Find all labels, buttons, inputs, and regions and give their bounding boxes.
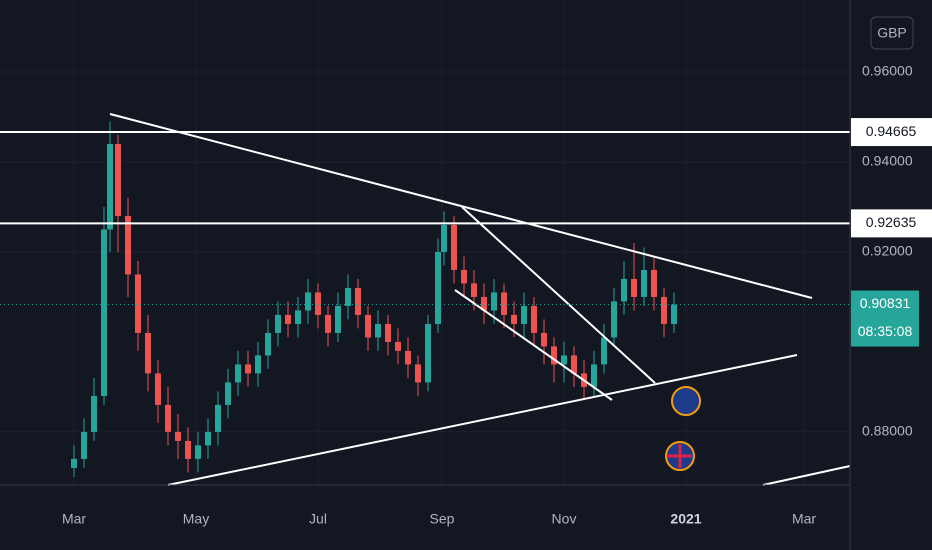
y-tick-label: 0.96000	[862, 63, 913, 79]
countdown: 08:35:08	[858, 323, 913, 339]
candle-body	[621, 278, 627, 302]
currency-button[interactable]	[870, 16, 914, 50]
candle-body	[661, 296, 667, 324]
candle-body	[405, 350, 411, 365]
candle-body	[295, 310, 301, 324]
x-tick-label: Jul	[309, 511, 327, 527]
candle-body	[415, 364, 421, 383]
candle-body	[315, 292, 321, 315]
candle-body	[491, 292, 497, 311]
candle-body	[531, 305, 537, 333]
candle-body	[135, 274, 141, 333]
candle-body	[541, 332, 547, 347]
trendline	[109, 113, 813, 299]
candle-body	[631, 278, 637, 297]
countdown-box	[851, 318, 919, 347]
candle-body	[461, 269, 467, 284]
y-tick-label: 0.88000	[862, 423, 913, 439]
candle-body	[571, 355, 577, 374]
candle-body	[345, 287, 351, 306]
candle-body	[451, 224, 457, 270]
candle-body	[441, 224, 447, 252]
candle-body	[165, 404, 171, 432]
candle-body	[265, 332, 271, 356]
y-tick-label: 0.94000	[862, 153, 913, 169]
candle-body	[215, 404, 221, 432]
candle-body	[601, 337, 607, 365]
overlay	[0, 131, 850, 306]
candle-body	[101, 229, 107, 396]
candle-body	[641, 269, 647, 297]
candle-body	[235, 364, 241, 383]
candle-body	[71, 458, 77, 468]
candle-body	[175, 431, 181, 441]
y-tick-label: 0.92000	[862, 243, 913, 259]
trendline	[167, 354, 798, 486]
candle-body	[611, 301, 617, 338]
candle-body	[501, 292, 507, 315]
candle-body	[551, 346, 557, 365]
candle-body	[425, 323, 431, 383]
candle-body	[355, 287, 361, 315]
candle-body	[225, 382, 231, 405]
x-tick-label: Mar	[62, 511, 86, 527]
candle-body	[385, 323, 391, 342]
x-tick-label: May	[183, 511, 209, 527]
candle-body	[435, 251, 441, 324]
trendline	[762, 465, 851, 486]
level-label: 0.94665	[866, 123, 917, 139]
uk-flag	[668, 444, 692, 468]
candle-body	[195, 445, 201, 459]
candle-body	[91, 395, 97, 432]
candle-body	[81, 431, 87, 459]
level-label-box	[851, 118, 932, 147]
candle-body	[335, 305, 341, 333]
trendline	[454, 289, 613, 401]
candle-body	[471, 283, 477, 297]
trendline	[461, 206, 656, 384]
candle-body	[561, 355, 567, 365]
candle-body	[591, 364, 597, 387]
eu-event[interactable]	[671, 386, 701, 416]
candle-body	[365, 314, 371, 338]
candle-body	[325, 314, 331, 333]
candle-body	[375, 323, 381, 338]
candle-body	[481, 296, 487, 311]
trendlines	[109, 113, 851, 486]
candle-body	[245, 364, 251, 374]
currency: GBP	[877, 25, 907, 41]
candle-body	[185, 440, 191, 459]
candle-body	[521, 305, 527, 324]
candles	[71, 121, 677, 477]
x-tick-label: 2021	[670, 511, 701, 527]
candle-body	[125, 215, 131, 275]
last-price-label: 0.90831	[860, 295, 911, 311]
candle-body	[671, 304, 677, 324]
candle-body	[205, 431, 211, 446]
candle-body	[305, 292, 311, 311]
level-label: 0.92635	[866, 214, 917, 230]
candle-body	[145, 332, 151, 374]
candle-body	[511, 314, 517, 324]
event-icons	[665, 386, 701, 471]
candle-body	[255, 355, 261, 374]
candle-body	[275, 314, 281, 333]
candle-body	[651, 269, 657, 297]
candle-body	[155, 373, 161, 405]
candle-body	[285, 314, 291, 324]
x-tick-label: Sep	[430, 511, 455, 527]
last-price-box	[851, 290, 919, 319]
candle-body	[107, 143, 113, 230]
x-tick-label: Nov	[552, 511, 577, 527]
level-label-box	[851, 209, 932, 238]
candle-body	[115, 143, 121, 216]
candle-body	[395, 341, 401, 351]
x-tick-label: Mar	[792, 511, 816, 527]
